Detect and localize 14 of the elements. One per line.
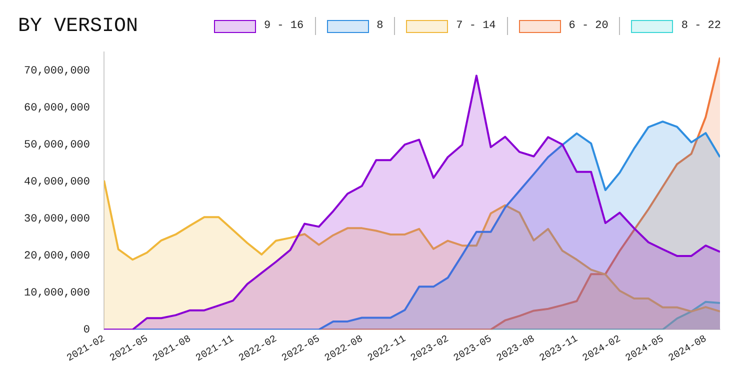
legend-label: 8 - 22 [681, 20, 721, 32]
y-tick-label: 60,000,000 [24, 102, 90, 114]
y-tick-label: 70,000,000 [24, 65, 90, 78]
chart-title: BY VERSION [18, 14, 138, 38]
legend-label: 8 [376, 20, 384, 32]
y-tick-label: 30,000,000 [24, 213, 90, 226]
y-tick-label: 20,000,000 [24, 250, 90, 262]
legend-label: 7 - 14 [456, 20, 496, 32]
y-tick-label: 0 [83, 324, 90, 337]
legend-label: 9 - 16 [264, 20, 304, 32]
y-tick-label: 10,000,000 [24, 287, 90, 300]
y-tick-label: 40,000,000 [24, 176, 90, 188]
y-tick-label: 50,000,000 [24, 139, 90, 152]
legend-label: 6 - 20 [568, 20, 608, 32]
